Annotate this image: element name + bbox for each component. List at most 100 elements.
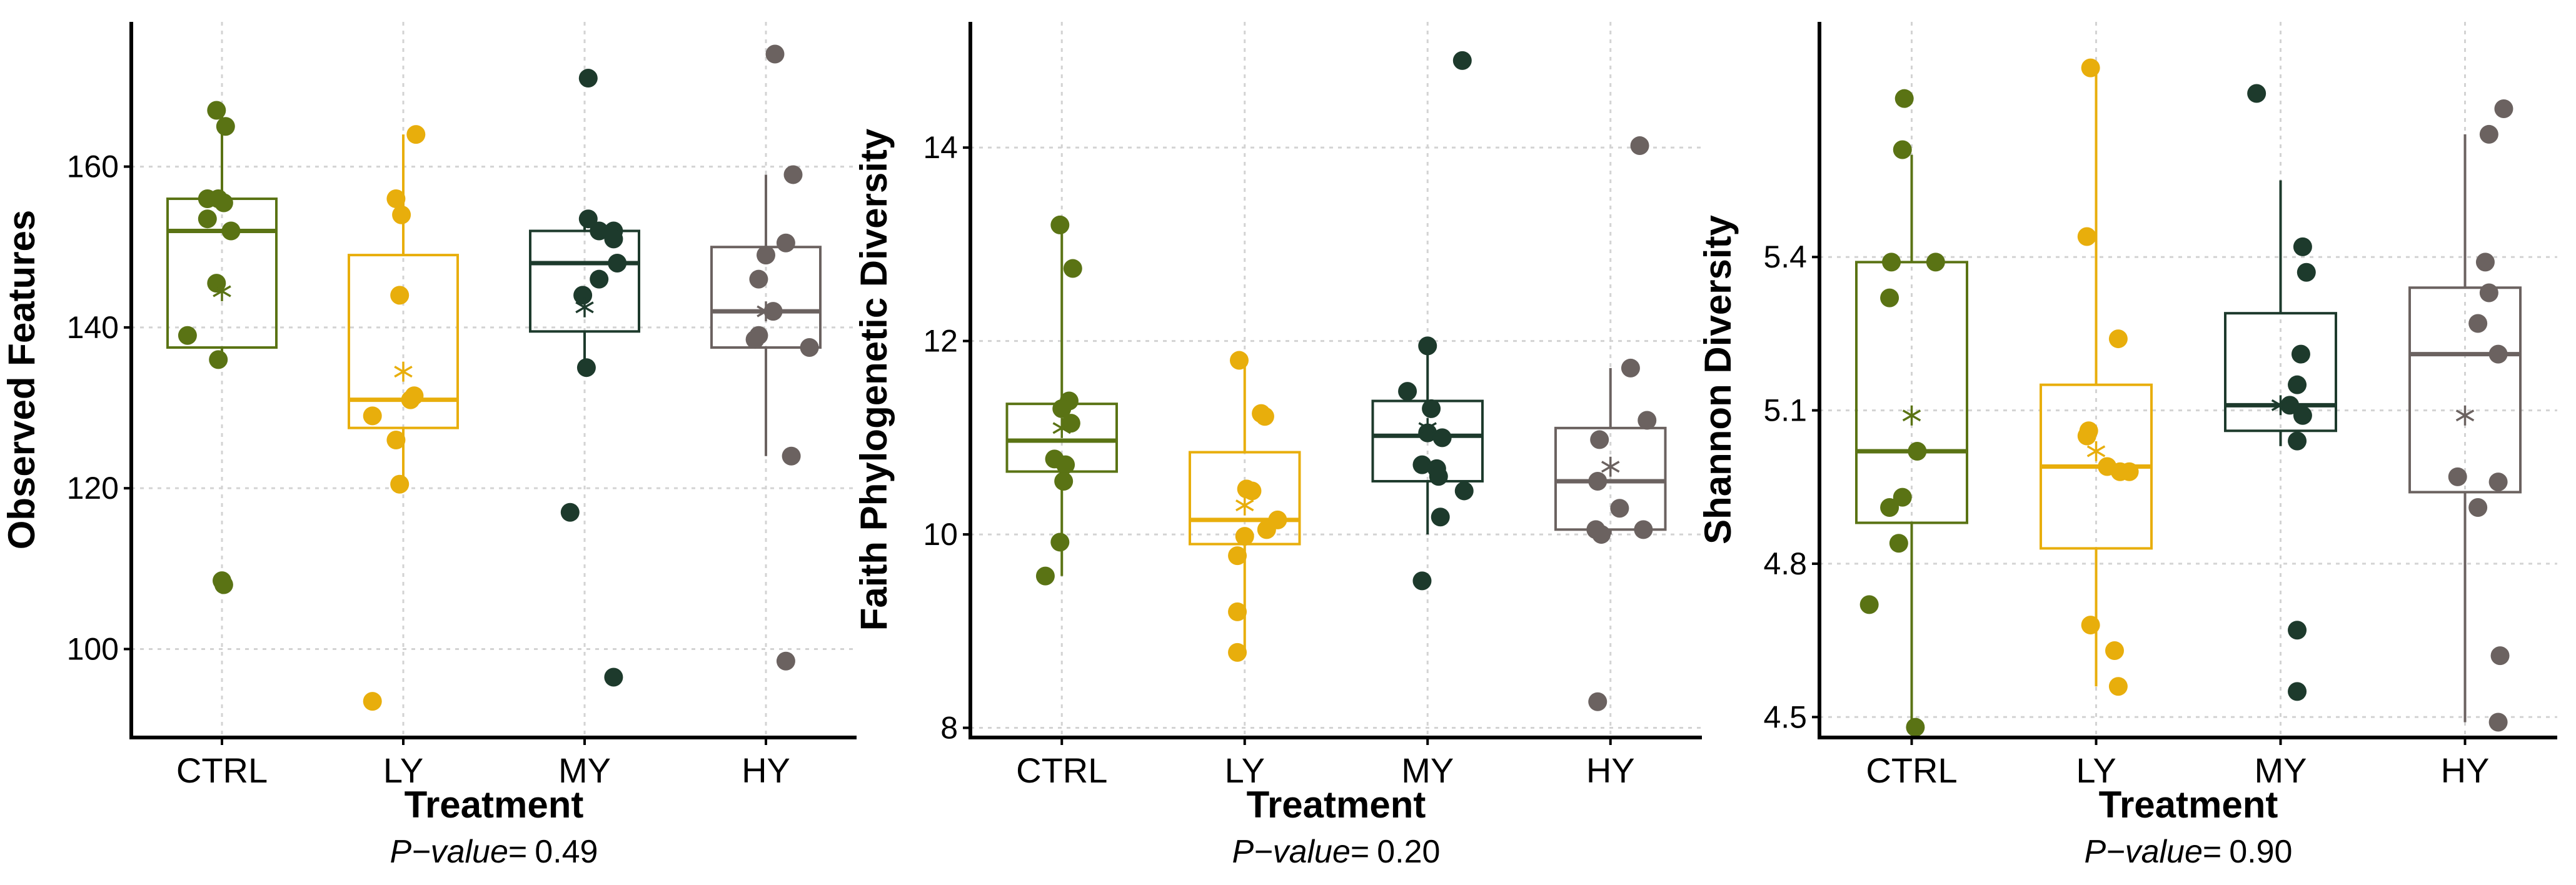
data-point	[1429, 467, 1448, 486]
data-point	[1588, 471, 1607, 491]
data-point	[578, 69, 598, 88]
mean-marker	[757, 301, 775, 322]
data-point	[1630, 136, 1649, 156]
mean-marker	[213, 281, 231, 301]
data-point	[1908, 442, 1927, 461]
mean-marker	[394, 361, 413, 382]
data-point	[573, 286, 593, 305]
mean-marker-stroke	[1052, 422, 1071, 434]
data-point	[765, 44, 785, 64]
x-tick-label-hy: HY	[1586, 751, 1635, 790]
data-point	[214, 575, 233, 594]
data-point	[2247, 84, 2267, 103]
mean-marker	[575, 297, 594, 318]
data-point	[2288, 621, 2307, 640]
mean-marker-stroke	[1235, 499, 1254, 512]
data-point	[386, 189, 406, 209]
data-point	[363, 692, 382, 711]
y-tick-label: 10	[923, 517, 958, 552]
data-point	[1880, 498, 1899, 517]
data-point	[392, 205, 411, 224]
y-tick-label: 4.5	[1763, 699, 1807, 734]
data-point	[2081, 58, 2100, 78]
data-point	[178, 326, 197, 345]
data-point	[2494, 99, 2513, 119]
mean-marker	[1902, 405, 1921, 426]
data-point	[2288, 431, 2307, 451]
data-point	[1592, 525, 1611, 544]
x-tick-label-ctrl: CTRL	[1866, 751, 1957, 790]
data-point	[1621, 358, 1640, 378]
y-axis-title: Faith Phylogenetic Diversity	[853, 128, 895, 631]
data-point	[1050, 215, 1070, 234]
mean-marker-stroke	[2271, 399, 2290, 411]
data-point	[1893, 140, 1912, 159]
data-point	[745, 330, 765, 349]
data-point	[1590, 430, 1609, 449]
mean-marker-stroke	[2455, 409, 2475, 422]
y-axis-title: Shannon Diversity	[1697, 214, 1739, 544]
x-tick-label-ly: LY	[2076, 751, 2116, 790]
data-point	[1638, 411, 1657, 430]
data-point	[757, 246, 775, 265]
group-ctrl	[166, 101, 278, 594]
group-ly	[1189, 351, 1301, 662]
x-tick-label-ctrl: CTRL	[176, 751, 268, 790]
mean-marker-stroke	[1418, 422, 1437, 434]
x-axis-title: Treatment	[1247, 784, 1426, 826]
data-point	[1398, 382, 1417, 401]
data-point	[590, 269, 609, 289]
data-point	[590, 221, 609, 241]
data-point	[2293, 237, 2312, 256]
x-axis-title: Treatment	[405, 784, 584, 826]
data-point	[1050, 532, 1070, 552]
group-hy	[2408, 99, 2522, 732]
p-value-name: P−value	[2085, 834, 2203, 870]
mean-marker-stroke	[1601, 461, 1620, 473]
box-hy	[1554, 426, 1667, 531]
mean-marker-stroke	[2086, 445, 2106, 458]
data-point	[2479, 124, 2498, 144]
p-value-name: P−value	[390, 834, 508, 870]
x-tick-label-hy: HY	[742, 751, 790, 790]
data-point	[749, 269, 768, 289]
y-tick-label: 4.8	[1763, 546, 1807, 581]
data-point	[386, 430, 406, 449]
mean-marker	[1052, 418, 1071, 438]
data-point	[2488, 472, 2508, 492]
panel-faith-pd: 8 10 12 14 CTRL LY MY HY Treatment Faith Phylogen…	[853, 22, 1702, 870]
p-value-equals: =	[2203, 834, 2221, 870]
data-point	[1859, 595, 1879, 614]
data-point	[363, 406, 382, 426]
data-point	[1882, 252, 1901, 272]
p-value-number: 0.90	[2229, 834, 2292, 870]
data-point	[2291, 344, 2310, 364]
p-value-label: P−value= 0.20	[1232, 834, 1441, 870]
data-point	[2479, 283, 2498, 302]
data-point	[1228, 602, 1247, 621]
data-point	[214, 193, 233, 212]
group-hy	[710, 44, 822, 671]
mean-marker	[1235, 495, 1254, 516]
p-value-label: P−value= 0.49	[390, 834, 598, 870]
panel-observed-features: 100 120 140 160 CTRL LY MY HY Treatment Observed …	[1, 22, 857, 870]
y-tick-label: 160	[67, 149, 119, 184]
data-point	[2488, 712, 2508, 732]
group-ly	[2040, 58, 2153, 696]
y-tick-label: 12	[923, 324, 958, 359]
data-point	[1235, 527, 1254, 546]
y-tick-label: 5.1	[1763, 393, 1807, 428]
data-point	[198, 209, 217, 229]
data-point	[1255, 407, 1274, 426]
y-tick-label: 140	[67, 310, 119, 345]
data-point	[1061, 414, 1080, 433]
data-point	[1432, 428, 1452, 448]
y-tick-label: 120	[67, 471, 119, 506]
data-point	[1418, 336, 1437, 356]
data-point	[1035, 566, 1055, 586]
mean-marker	[2086, 441, 2106, 461]
x-tick-label-my: MY	[2255, 751, 2307, 790]
data-point	[1412, 571, 1432, 591]
